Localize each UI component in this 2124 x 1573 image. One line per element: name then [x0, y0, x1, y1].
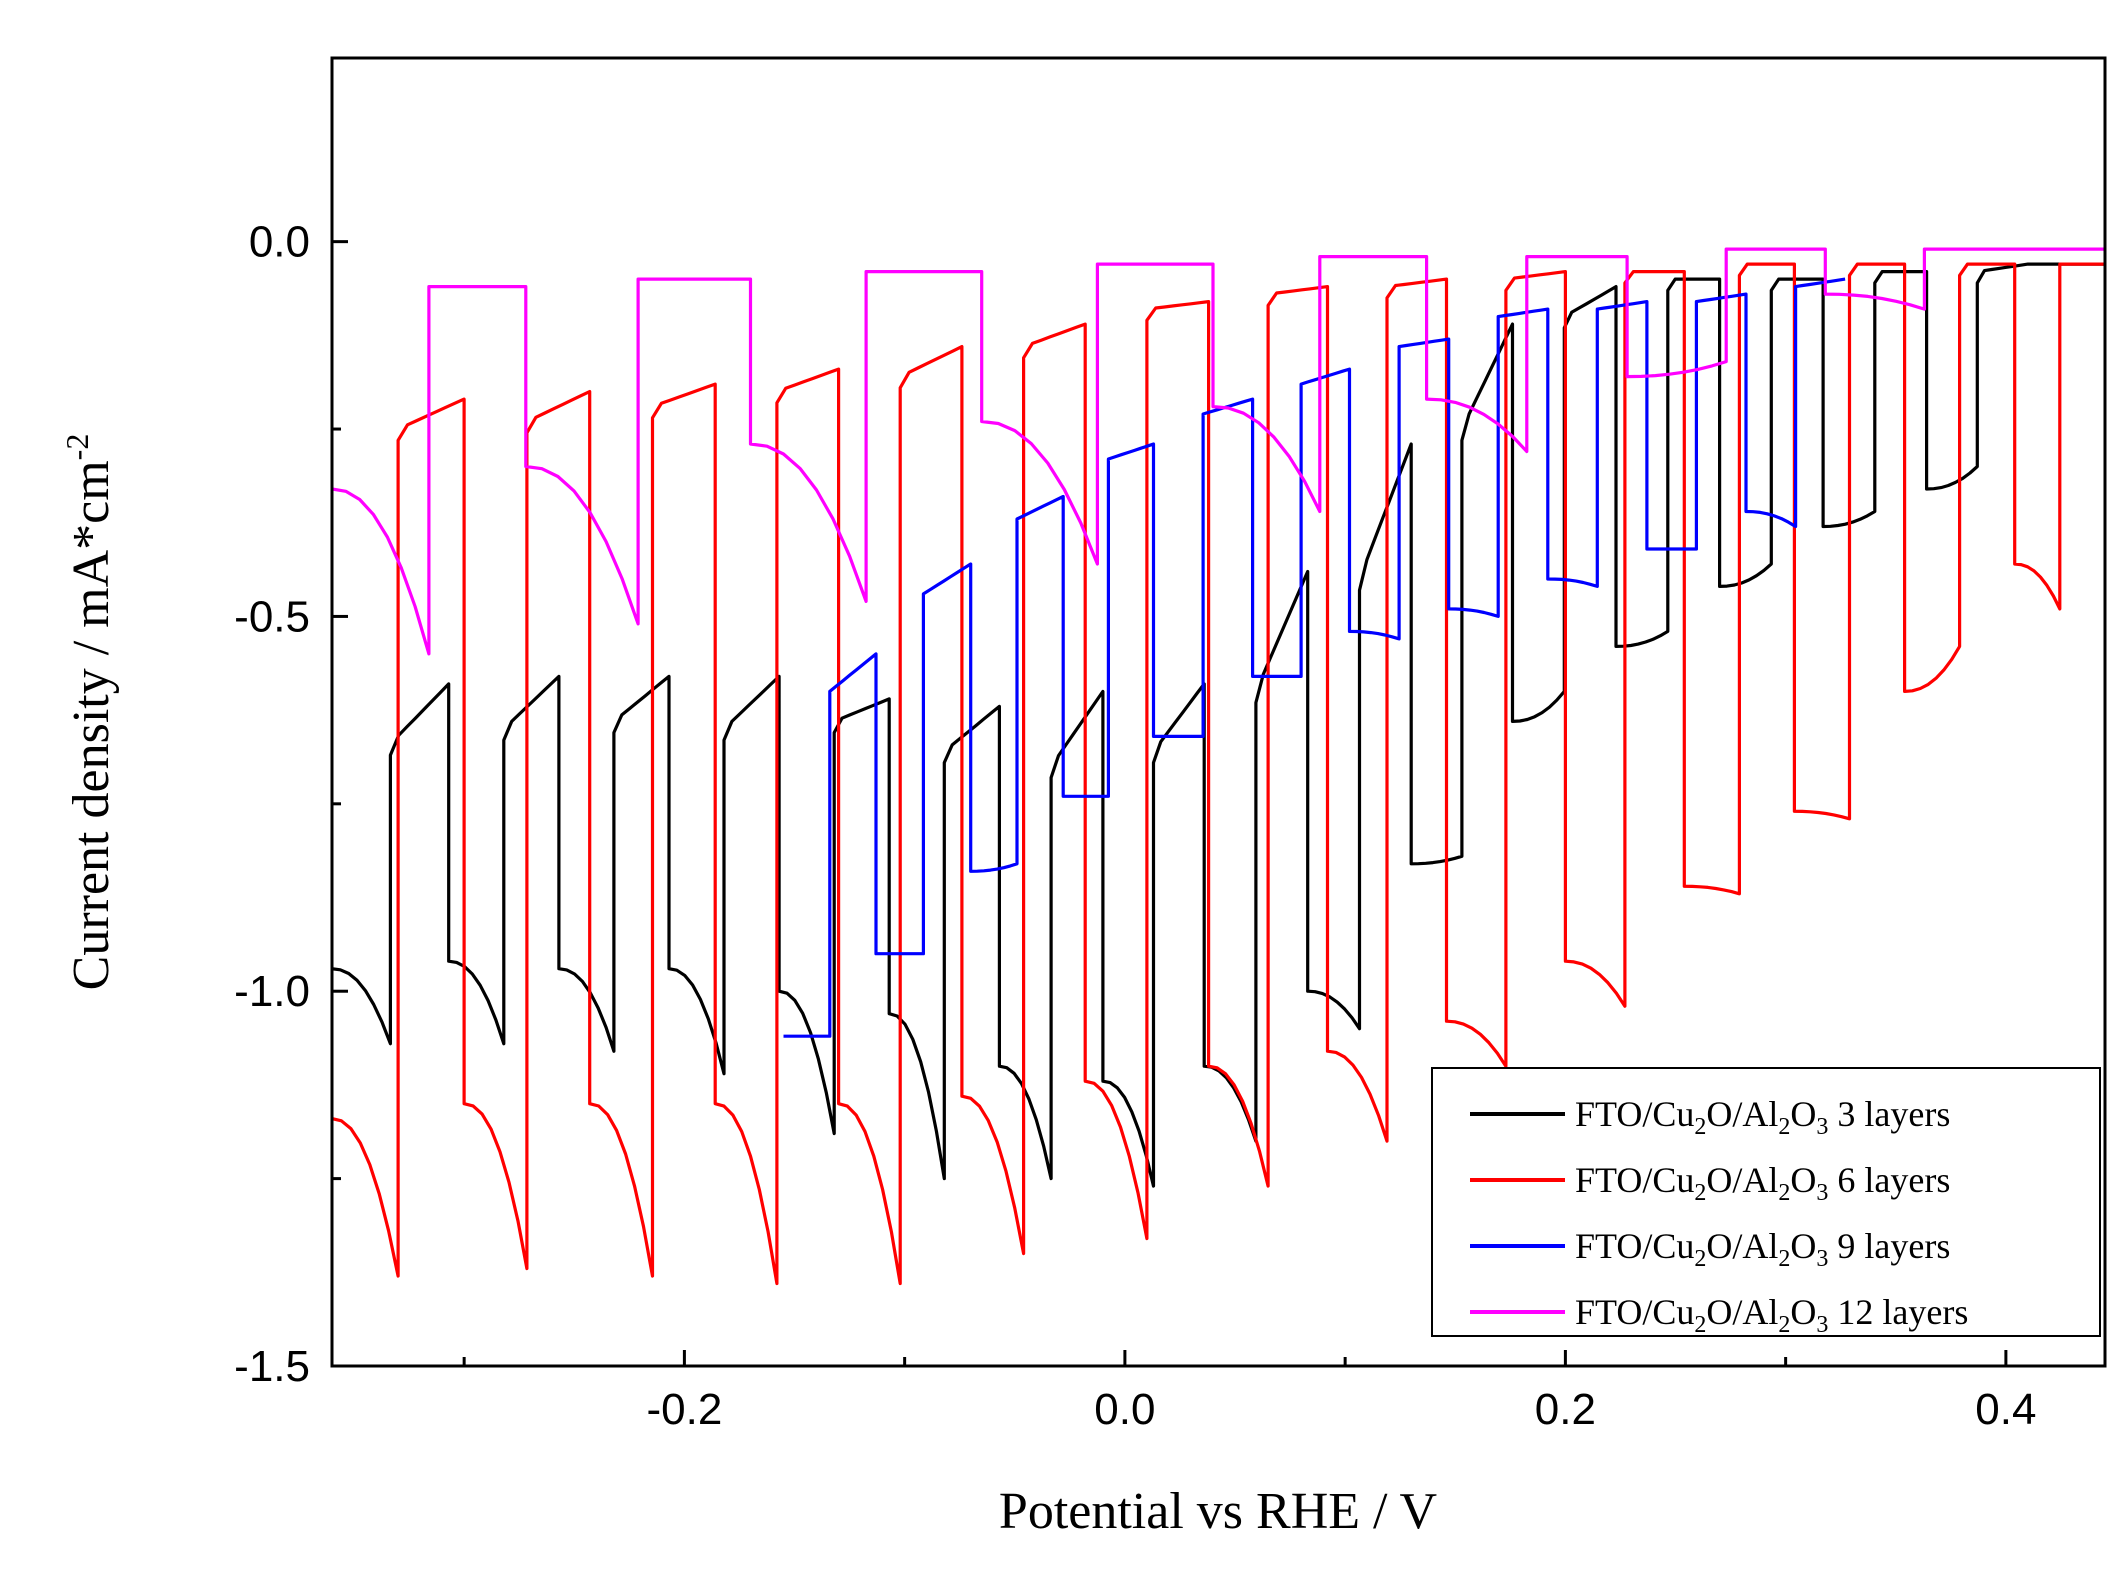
series-layer: [332, 247, 2105, 1286]
y-tick-label: -1.5: [234, 1342, 310, 1391]
legend-label-prefix: FTO/Cu: [1575, 1094, 1694, 1134]
legend-label-mid: O/Al: [1706, 1292, 1778, 1332]
series-line-2: [332, 262, 2105, 1286]
legend-label-mid2: O: [1790, 1160, 1816, 1200]
legend-label-mid: O/Al: [1706, 1160, 1778, 1200]
y-tick-label: -0.5: [234, 592, 310, 641]
legend-label-suffix: 6 layers: [1828, 1160, 1950, 1200]
legend-label-s1: 2: [1694, 1180, 1706, 1206]
series-line-3: [783, 277, 1846, 1038]
legend-label-s3: 3: [1816, 1312, 1828, 1338]
x-tick-label: 0.2: [1535, 1385, 1596, 1434]
x-tick-label: 0.0: [1094, 1385, 1155, 1434]
plot-frame: [330, 56, 2107, 1368]
legend-label-suffix: 3 layers: [1828, 1094, 1950, 1134]
legend-label-s1: 2: [1694, 1312, 1706, 1338]
legend-label-mid: O/Al: [1706, 1094, 1778, 1134]
x-tick-label: -0.2: [646, 1385, 722, 1434]
legend-label-mid: O/Al: [1706, 1226, 1778, 1266]
legend-label-prefix: FTO/Cu: [1575, 1226, 1694, 1266]
legend-label-prefix: FTO/Cu: [1575, 1292, 1694, 1332]
legend-label-mid2: O: [1790, 1226, 1816, 1266]
legend-label-s3: 3: [1816, 1246, 1828, 1272]
legend-label-s1: 2: [1694, 1246, 1706, 1272]
legend-label-2: FTO/Cu2O/Al2O3 6 layers: [1575, 1160, 1950, 1206]
y-tick-label: 0.0: [249, 218, 310, 267]
legend-label-s3: 3: [1816, 1180, 1828, 1206]
legend-label-s2: 2: [1778, 1312, 1790, 1338]
legend-label-s2: 2: [1778, 1180, 1790, 1206]
legend-label-s3: 3: [1816, 1114, 1828, 1140]
y-axis-title: Current density / mA*cm-2: [59, 434, 120, 991]
y-axis-title-superscript: -2: [59, 434, 95, 461]
legend-label-suffix: 9 layers: [1828, 1226, 1950, 1266]
legend-label-4: FTO/Cu2O/Al2O3 12 layers: [1575, 1292, 1968, 1338]
legend-label-3: FTO/Cu2O/Al2O3 9 layers: [1575, 1226, 1950, 1272]
legend-label-prefix: FTO/Cu: [1575, 1160, 1694, 1200]
legend-label-suffix: 12 layers: [1828, 1292, 1968, 1332]
legend-label-1: FTO/Cu2O/Al2O3 3 layers: [1575, 1094, 1950, 1140]
series-line-4: [332, 247, 2105, 656]
x-axis-title: Potential vs RHE / V: [999, 1483, 1437, 1540]
legend-label-mid2: O: [1790, 1292, 1816, 1332]
legend-label-s1: 2: [1694, 1114, 1706, 1140]
x-tick-label: 0.4: [1975, 1385, 2036, 1434]
legend-label-mid2: O: [1790, 1094, 1816, 1134]
y-tick-label: -1.0: [234, 967, 310, 1016]
y-axis-title-main: Current density / mA*cm: [63, 460, 120, 990]
legend-label-s2: 2: [1778, 1114, 1790, 1140]
legend-label-s2: 2: [1778, 1246, 1790, 1272]
tick-layer: -0.2 0.0 0.2 0.4 0.0 -0.5 -1.0 -1.5: [234, 218, 2036, 1434]
